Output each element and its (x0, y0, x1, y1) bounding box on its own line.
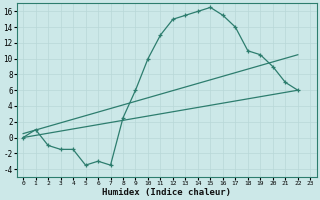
X-axis label: Humidex (Indice chaleur): Humidex (Indice chaleur) (102, 188, 231, 197)
